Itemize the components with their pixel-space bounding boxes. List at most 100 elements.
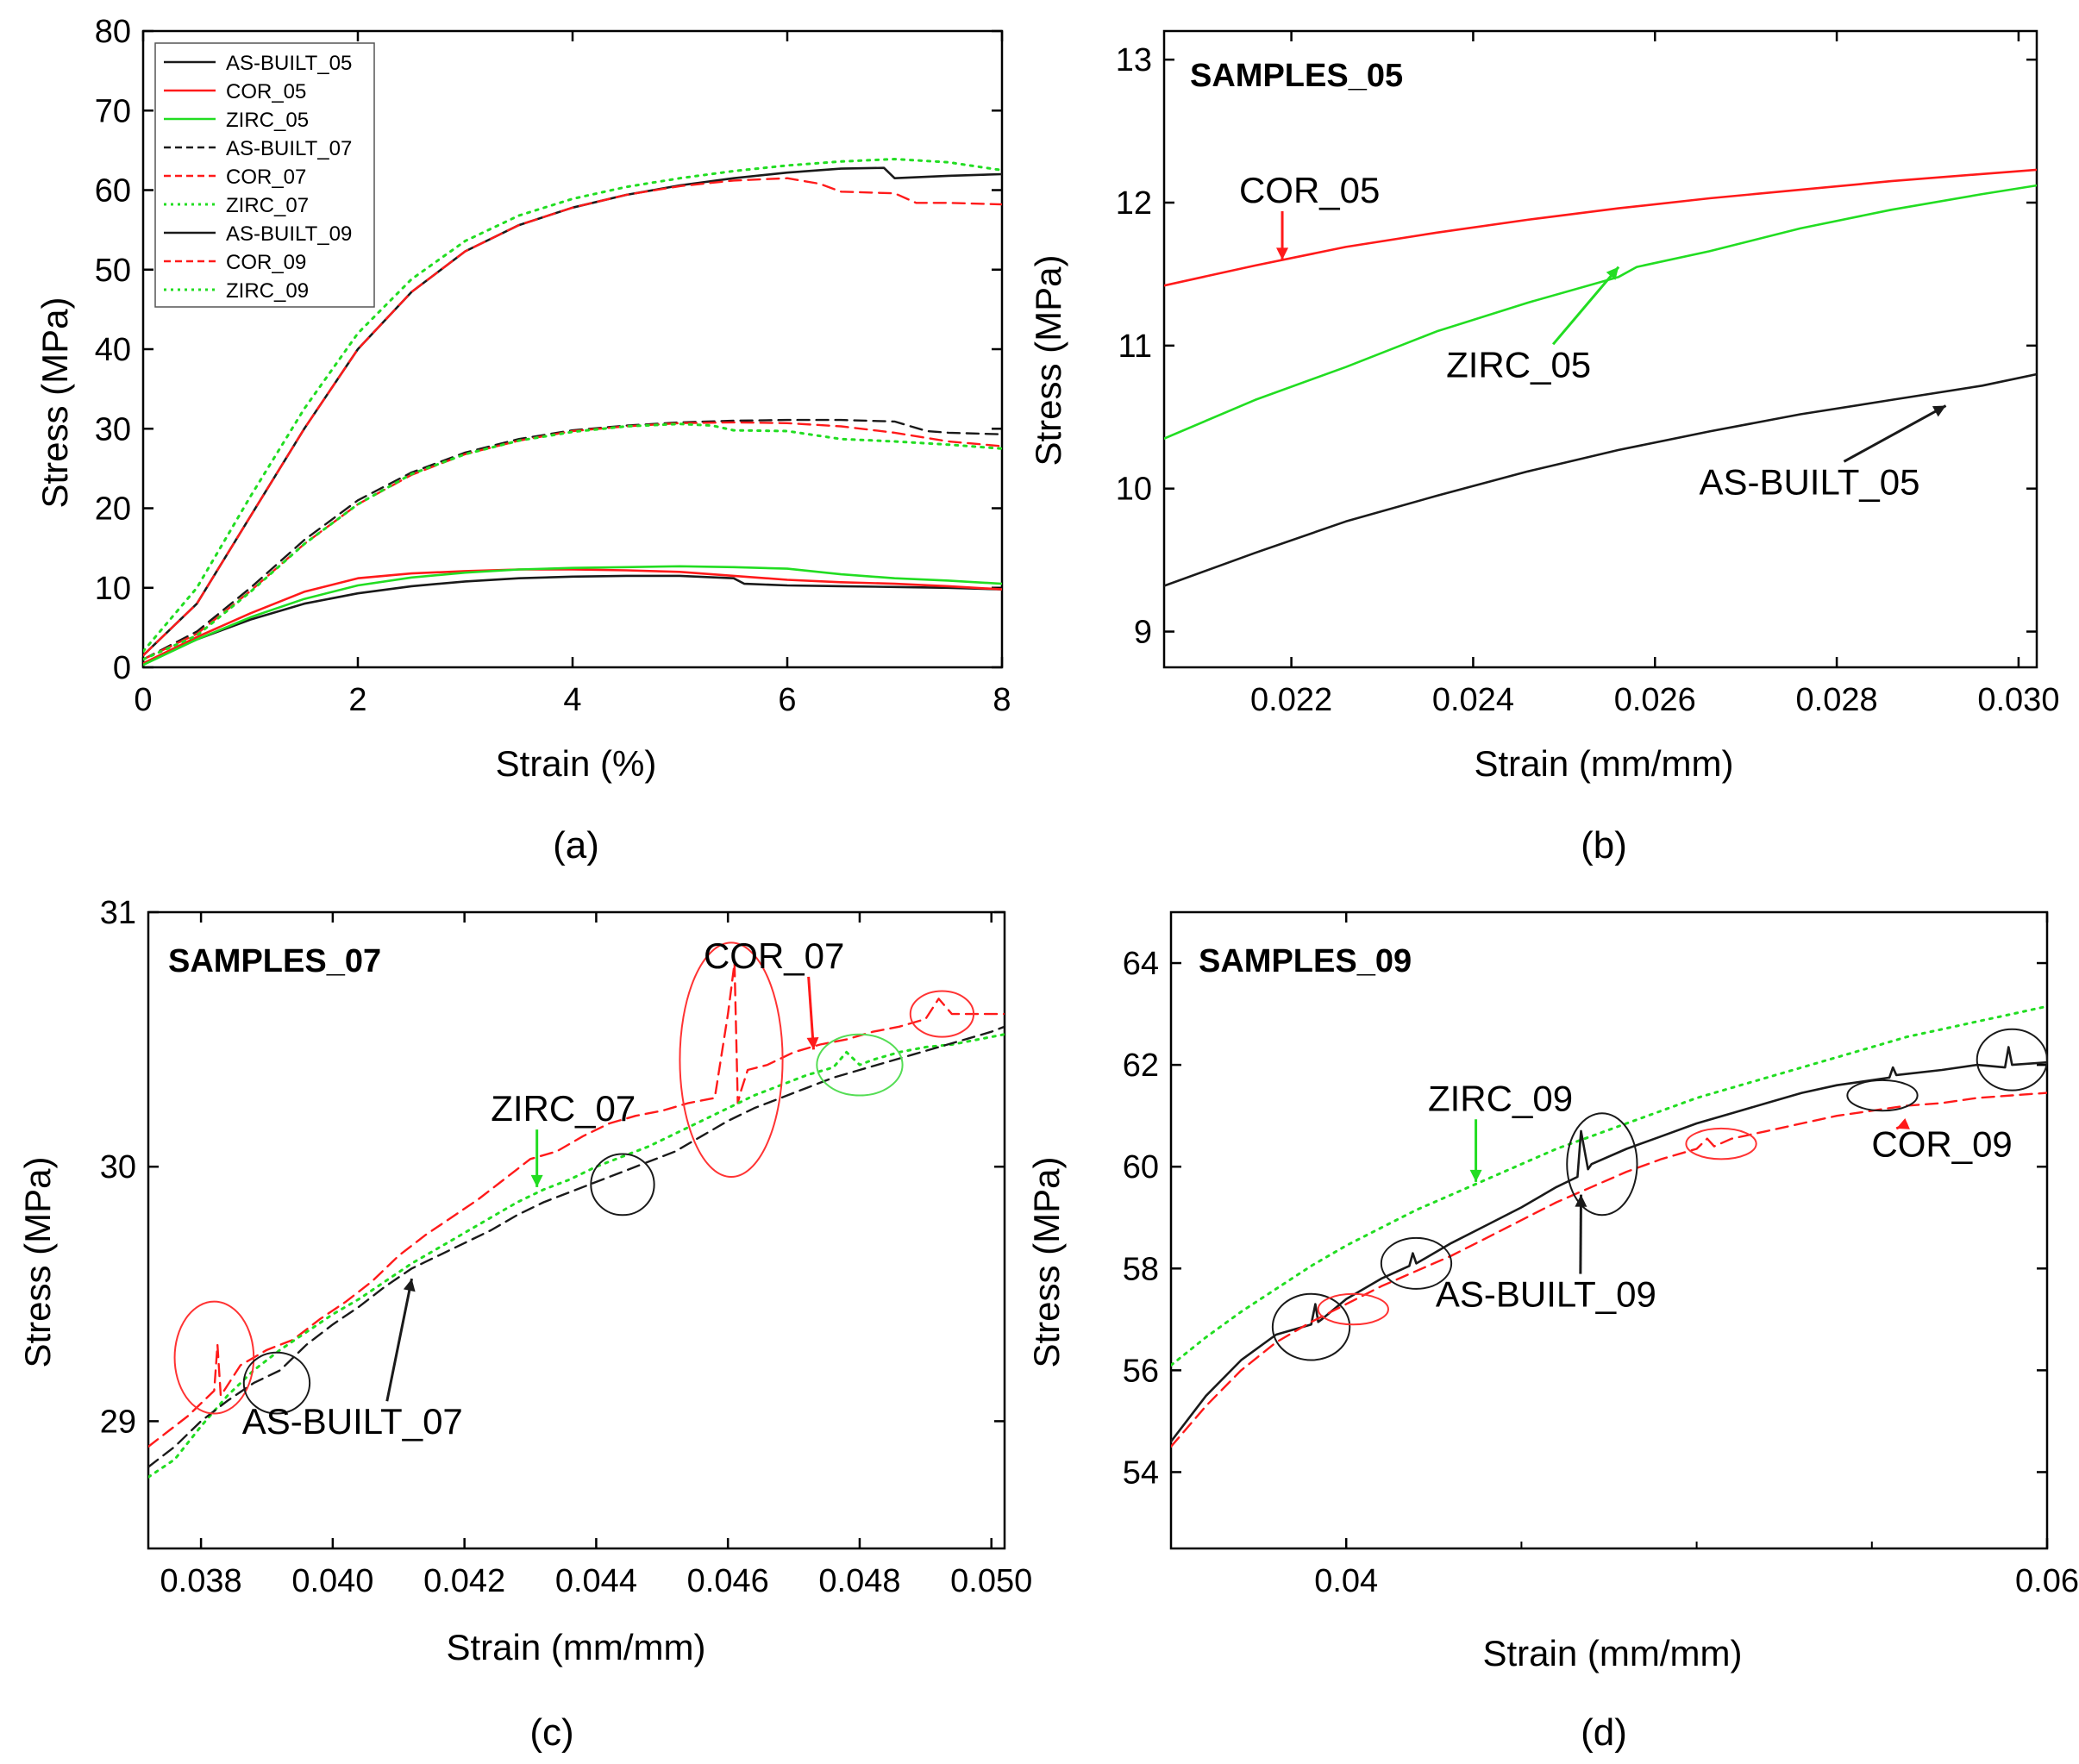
legend-label: AS-BUILT_05	[226, 52, 352, 75]
y-tick-label: 11	[1118, 328, 1152, 365]
panel-d-caption: (d)	[1581, 1711, 1627, 1754]
y-tick-label: 13	[1116, 42, 1152, 78]
panel-c-frame	[147, 910, 1006, 1550]
y-tick-label: 30	[95, 411, 131, 447]
panel-a-legend: AS-BUILT_05 COR_05 ZIRC_05 AS-BUILT_07 COR_0…	[154, 42, 375, 308]
panel-a-xlabel: Strain (%)	[496, 743, 657, 784]
highlight-circle	[173, 1300, 255, 1415]
annotation-label: COR_05	[1239, 170, 1380, 210]
y-tick-label: 12	[1116, 185, 1152, 222]
series-line-cor-09	[143, 177, 1002, 657]
y-tick-label: 80	[95, 14, 131, 50]
x-tick-label: 0.026	[1614, 682, 1696, 718]
panel-c-xlabel: Strain (mm/mm)	[447, 1627, 706, 1667]
annotation-arrow	[1551, 266, 1620, 346]
y-tick-label: 9	[1134, 615, 1152, 651]
highlight-circle	[1976, 1028, 2049, 1092]
panel-a: Stress (MPa) Strain (%) (a) AS-BUILT_05 C…	[34, 14, 1011, 866]
series-line-zirc-05	[143, 565, 1002, 666]
y-tick-label: 29	[100, 1404, 136, 1440]
series-line-cor-09	[1171, 1092, 2047, 1448]
series-line-as-built-05	[1164, 372, 2037, 587]
panel-b-frame	[1162, 29, 2038, 669]
series-line-as-built-07	[148, 1025, 1005, 1468]
legend-label: ZIRC_05	[226, 109, 309, 132]
x-tick-label: 0.024	[1432, 682, 1514, 718]
arrow-head-icon	[1276, 247, 1289, 260]
y-tick-label: 10	[1116, 472, 1152, 508]
annotation-label: COR_07	[704, 935, 844, 976]
y-tick-label: 60	[1123, 1149, 1159, 1185]
highlight-circle	[1380, 1236, 1453, 1290]
y-tick-label: 62	[1123, 1048, 1159, 1084]
arrow-head-icon	[530, 1174, 543, 1187]
arrow-head-icon	[1896, 1117, 1910, 1129]
arrow-head-icon	[1575, 1194, 1587, 1207]
series-line-zirc-09	[1171, 1004, 2047, 1367]
legend-label: ZIRC_07	[226, 194, 309, 217]
x-tick-label: 0.030	[1977, 682, 2059, 718]
legend-label: ZIRC_09	[226, 279, 309, 303]
panel-a-caption: (a)	[553, 824, 599, 866]
annotation-arrow	[1843, 404, 1947, 463]
x-tick-label: 8	[993, 682, 1011, 718]
annotation-label: AS-BUILT_07	[242, 1401, 463, 1442]
panel-d-xlabel: Strain (mm/mm)	[1483, 1633, 1743, 1673]
x-tick-label: 0.042	[423, 1563, 505, 1599]
panel-d-ylabel: Stress (MPa)	[1026, 1156, 1067, 1367]
arrow-head-icon	[806, 1036, 819, 1050]
series-line-zirc-09	[143, 158, 1002, 653]
arrow-head-icon	[1932, 405, 1946, 417]
series-line-cor-05	[143, 568, 1002, 665]
y-tick-label: 56	[1123, 1353, 1159, 1389]
series-group	[1171, 1004, 2047, 1448]
y-tick-label: 60	[95, 173, 131, 210]
annotation-arrow	[385, 1278, 414, 1402]
x-tick-label: 0.06	[2015, 1563, 2079, 1599]
highlight-circle	[816, 1033, 904, 1097]
legend-label: COR_05	[226, 80, 306, 103]
panel-c-ylabel: Stress (MPa)	[17, 1156, 58, 1367]
annotation-label: ZIRC_09	[1428, 1078, 1573, 1118]
x-tick-label: 0.044	[555, 1563, 637, 1599]
series-line-as-built-09	[1171, 1046, 2047, 1443]
annotation-arrow	[807, 976, 815, 1050]
y-tick-label: 64	[1123, 946, 1159, 982]
highlight-circle	[242, 1351, 311, 1415]
x-tick-label: 6	[778, 682, 796, 718]
arrow-head-icon	[1469, 1169, 1482, 1182]
highlight-circle	[1566, 1112, 1638, 1217]
series-line-cor-07	[148, 961, 1005, 1448]
highlight-circle	[909, 990, 975, 1038]
panel-d: Stress (MPa) Strain (mm/mm) (d) SAMPLES_…	[1026, 910, 2079, 1754]
annotation-label: COR_09	[1871, 1123, 2012, 1164]
panel-b-title: SAMPLES_05	[1190, 58, 1403, 94]
annotation-label: ZIRC_05	[1446, 344, 1591, 385]
panel-c: Stress (MPa) Strain (mm/mm) (c) SAMPLES_…	[17, 895, 1032, 1754]
panel-b-caption: (b)	[1581, 824, 1627, 866]
panel-c-title: SAMPLES_07	[168, 943, 381, 979]
annotation-label: AS-BUILT_09	[1436, 1274, 1656, 1315]
x-tick-label: 4	[563, 682, 581, 718]
legend-label: AS-BUILT_07	[226, 137, 352, 160]
x-tick-label: 0	[134, 682, 152, 718]
y-tick-label: 10	[95, 571, 131, 607]
x-tick-label: 0.048	[818, 1563, 900, 1599]
panel-a-ylabel: Stress (MPa)	[34, 297, 75, 508]
series-line-as-built-05	[143, 574, 1002, 665]
highlight-circle	[1271, 1292, 1351, 1361]
y-tick-label: 40	[95, 332, 131, 368]
y-tick-label: 30	[100, 1149, 136, 1185]
highlight-circle	[1685, 1127, 1757, 1160]
panel-b: Stress (MPa) Strain (mm/mm) (b) SAMPLES_…	[1028, 29, 2059, 866]
annotation-label: ZIRC_07	[491, 1088, 636, 1129]
y-tick-label: 50	[95, 253, 131, 289]
x-tick-label: 0.046	[687, 1563, 769, 1599]
highlight-circle	[1317, 1292, 1389, 1326]
y-tick-label: 58	[1123, 1251, 1159, 1287]
series-line-zirc-05	[1164, 184, 2037, 441]
panel-d-frame	[1169, 910, 2049, 1550]
legend-label: COR_07	[226, 166, 306, 189]
y-tick-label: 31	[100, 895, 136, 931]
